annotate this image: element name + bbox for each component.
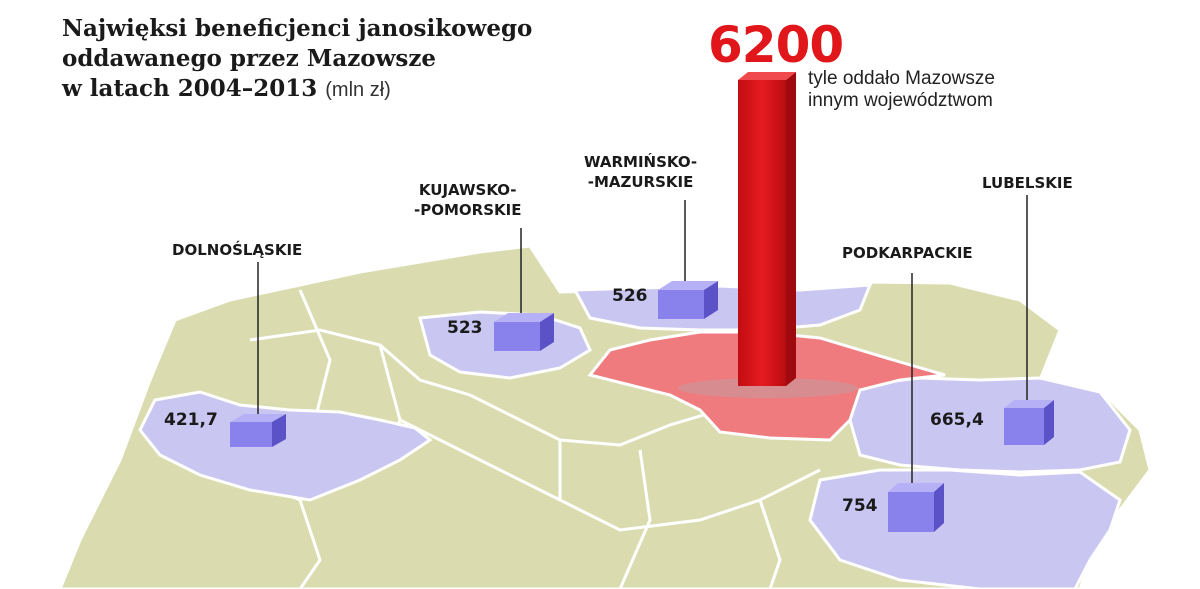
region-podkarpackie xyxy=(808,468,1122,589)
region-dolnoslaskie xyxy=(138,390,433,502)
leader-lines xyxy=(257,195,1028,492)
region-label-podkarpackie: PODKARPACKIE xyxy=(842,243,973,263)
title-line-1: Najwięksi beneficjenci janosikowego xyxy=(62,15,533,42)
region-lubelskie xyxy=(848,376,1132,474)
region-label-line: KUJAWSKO- xyxy=(418,181,517,199)
chart-title: Najwięksi beneficjenci janosikowego odda… xyxy=(62,14,622,105)
region-label-line: PODKARPACKIE xyxy=(842,244,973,262)
value-box-dolnoslaskie xyxy=(230,414,286,447)
value-box-podkarpackie xyxy=(888,483,944,532)
value-label-kujawsko-pomorskie: 523 xyxy=(447,318,483,338)
region-label-kujawsko-pomorskie: KUJAWSKO- -POMORSKIE xyxy=(414,180,521,220)
total-note-line-1: tyle oddało Mazowsze xyxy=(808,68,995,89)
value-label-dolnoslaskie: 421,7 xyxy=(164,410,218,430)
region-label-dolnoslaskie: DOLNOŚLĄSKIE xyxy=(172,240,302,260)
region-label-line: LUBELSKIE xyxy=(982,174,1073,192)
region-label-line: DOLNOŚLĄSKIE xyxy=(172,241,303,259)
region-label-line: -POMORSKIE xyxy=(414,201,522,219)
region-label-warminsko-mazurskie: WARMIŃSKO- -MAZURSKIE xyxy=(584,152,697,192)
title-line-3-text: w latach 2004–2013 xyxy=(62,75,318,102)
value-label-podkarpackie: 754 xyxy=(842,496,878,516)
value-box-lubelskie xyxy=(1004,400,1054,445)
region-label-line: WARMIŃSKO- xyxy=(584,153,698,171)
region-label-line: -MAZURSKIE xyxy=(587,173,694,191)
title-line-3: w latach 2004–2013 (mln zł) xyxy=(62,74,622,105)
title-line-2: oddawanego przez Mazowsze xyxy=(62,45,437,72)
total-note-line-2: innym województwom xyxy=(808,90,993,111)
value-label-warminsko-mazurskie: 526 xyxy=(612,286,648,306)
value-box-kujawsko-pomorskie xyxy=(494,313,554,351)
total-bar xyxy=(678,72,858,398)
total-note: tyle oddało Mazowsze innym województwom xyxy=(808,68,1068,112)
title-unit: (mln zł) xyxy=(325,79,391,101)
value-label-lubelskie: 665,4 xyxy=(930,410,984,430)
total-value: 6200 xyxy=(708,16,844,74)
region-label-lubelskie: LUBELSKIE xyxy=(982,173,1073,193)
value-box-warminsko-mazurskie xyxy=(658,281,718,319)
